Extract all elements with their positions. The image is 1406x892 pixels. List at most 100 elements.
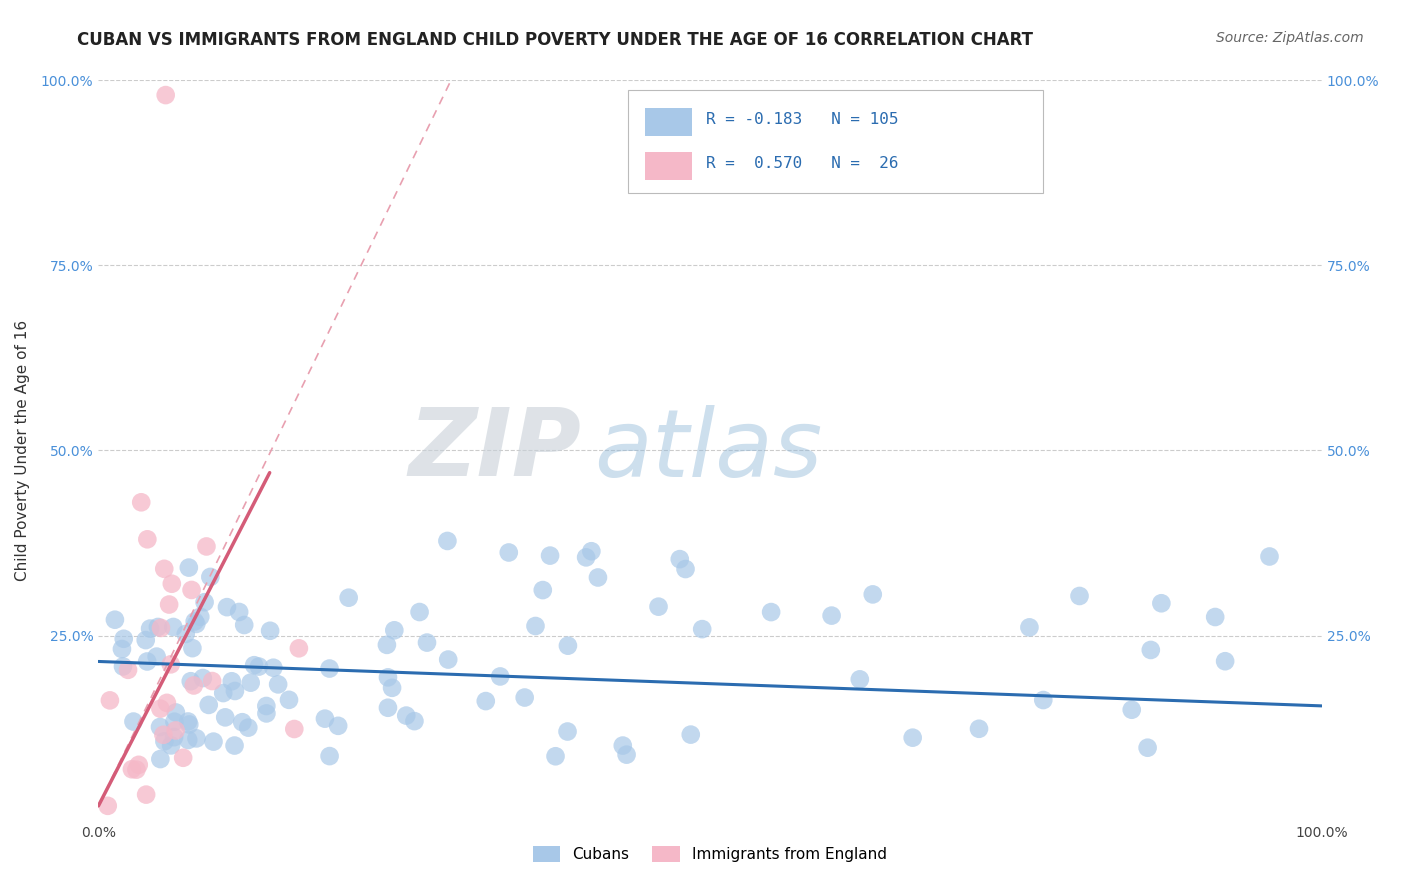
Text: atlas: atlas [593, 405, 823, 496]
Text: Source: ZipAtlas.com: Source: ZipAtlas.com [1216, 31, 1364, 45]
Point [408, 605, 430, 619]
Point [136, 533, 159, 547]
Point [544, 749, 567, 764]
Point [125, 763, 148, 777]
Point [318, 661, 340, 675]
Point [690, 622, 713, 636]
Text: R =  0.570   N =  26: R = 0.570 N = 26 [706, 156, 898, 171]
Text: R = -0.183   N = 105: R = -0.183 N = 105 [706, 112, 898, 127]
Point [135, 633, 157, 648]
Point [202, 734, 225, 748]
Point [524, 619, 547, 633]
Point [153, 734, 176, 748]
Point [111, 659, 134, 673]
Point [1069, 589, 1091, 603]
Point [247, 659, 270, 673]
Point [337, 591, 360, 605]
Point [254, 706, 277, 721]
Point [475, 694, 498, 708]
Point [498, 545, 520, 559]
Point [165, 723, 187, 738]
Point [97, 798, 120, 813]
Point [233, 618, 256, 632]
Point [160, 576, 183, 591]
Point [314, 712, 336, 726]
Point [283, 722, 305, 736]
Point [165, 706, 187, 720]
Point [377, 700, 399, 714]
Point [174, 627, 197, 641]
Point [616, 747, 638, 762]
Point [149, 621, 172, 635]
Point [1213, 654, 1236, 668]
Point [259, 624, 281, 638]
Point [557, 639, 579, 653]
Point [575, 550, 598, 565]
Point [159, 657, 181, 672]
Point [194, 595, 217, 609]
Point [647, 599, 669, 614]
Point [129, 495, 152, 509]
Point [375, 638, 398, 652]
Text: CUBAN VS IMMIGRANTS FROM ENGLAND CHILD POVERTY UNDER THE AGE OF 16 CORRELATION C: CUBAN VS IMMIGRANTS FROM ENGLAND CHILD P… [77, 31, 1033, 49]
Point [668, 552, 690, 566]
Point [183, 615, 205, 629]
Point [163, 714, 186, 729]
Point [395, 708, 418, 723]
Point [180, 674, 202, 689]
Point [224, 684, 246, 698]
Point [195, 540, 218, 554]
FancyBboxPatch shape [628, 90, 1043, 193]
Point [1032, 693, 1054, 707]
Point [160, 739, 183, 753]
Point [121, 762, 143, 776]
Point [967, 722, 990, 736]
Point [1204, 610, 1226, 624]
Y-axis label: Child Poverty Under the Age of 16: Child Poverty Under the Age of 16 [15, 320, 30, 581]
Point [177, 714, 200, 729]
Point [177, 560, 200, 574]
Point [437, 652, 460, 666]
Point [186, 731, 208, 746]
Point [288, 641, 311, 656]
Point [153, 562, 176, 576]
Point [177, 733, 200, 747]
Text: ZIP: ZIP [409, 404, 582, 497]
Point [98, 693, 121, 707]
Point [135, 788, 157, 802]
Point [214, 710, 236, 724]
Point [1150, 596, 1173, 610]
Point [1136, 740, 1159, 755]
Point [197, 698, 219, 712]
Point [1139, 643, 1161, 657]
Point [224, 739, 246, 753]
Point [149, 701, 172, 715]
Point [612, 739, 634, 753]
Point [239, 675, 262, 690]
Point [489, 669, 512, 683]
Point [139, 622, 162, 636]
Point [377, 670, 399, 684]
Point [155, 88, 177, 103]
Point [163, 730, 186, 744]
Point [157, 598, 180, 612]
Point [152, 728, 174, 742]
Point [849, 673, 872, 687]
Point [228, 605, 250, 619]
Point [581, 544, 603, 558]
Point [381, 681, 404, 695]
Point [531, 583, 554, 598]
Point [382, 624, 405, 638]
Point [416, 635, 439, 649]
Point [1121, 703, 1143, 717]
Point [557, 724, 579, 739]
Point [901, 731, 924, 745]
Point [215, 600, 238, 615]
Point [149, 752, 172, 766]
Point [136, 655, 159, 669]
Point [262, 661, 284, 675]
Point [586, 570, 609, 584]
Point [145, 649, 167, 664]
Point [221, 674, 243, 689]
Point [759, 605, 782, 619]
